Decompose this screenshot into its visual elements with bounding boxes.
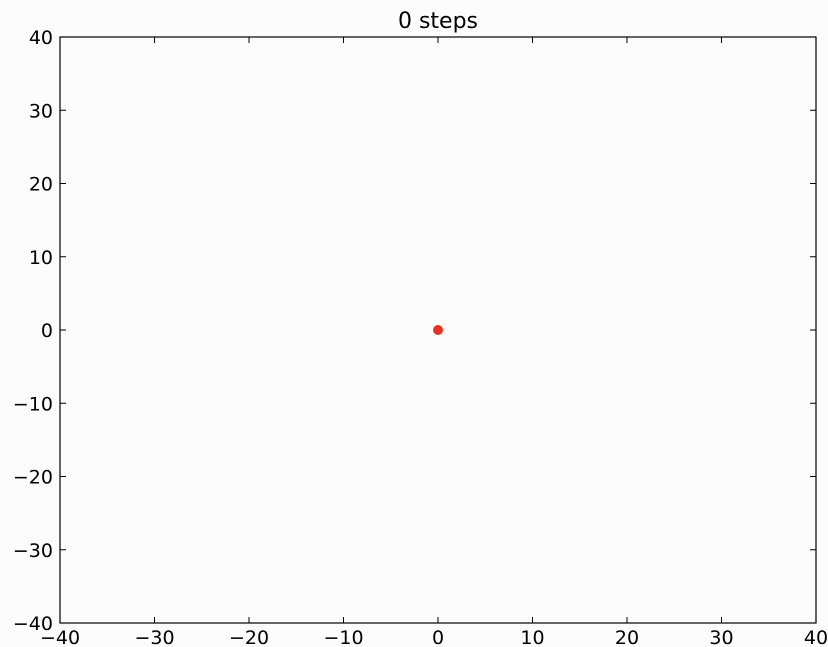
y-tick-label: −10: [13, 393, 53, 415]
x-tick-label: 20: [615, 627, 639, 647]
data-point: [433, 325, 443, 335]
x-tick-label: 10: [520, 627, 544, 647]
y-tick-label: −20: [13, 467, 53, 489]
x-tick-label: −20: [229, 627, 269, 647]
x-axis: −40 −30 −20 −10 0 10 20 30 40: [40, 37, 828, 647]
x-tick-label: −10: [323, 627, 363, 647]
x-tick-label: 30: [709, 627, 733, 647]
y-tick-label: −40: [13, 613, 53, 635]
x-tick-label: −40: [40, 627, 80, 647]
y-tick-label: 20: [29, 174, 53, 196]
y-tick-label: 30: [29, 100, 53, 122]
y-axis: −40 −30 −20 −10 0 10 20 30 40: [13, 27, 816, 635]
x-tick-label: 0: [432, 627, 444, 647]
y-tick-label: 10: [29, 247, 53, 269]
y-tick-label: 0: [41, 320, 53, 342]
y-tick-label: −30: [13, 540, 53, 562]
data-points: [433, 325, 443, 335]
x-tick-label: −30: [134, 627, 174, 647]
chart-title: 0 steps: [398, 9, 478, 34]
y-tick-label: 40: [29, 27, 53, 49]
x-tick-label: 40: [804, 627, 828, 647]
